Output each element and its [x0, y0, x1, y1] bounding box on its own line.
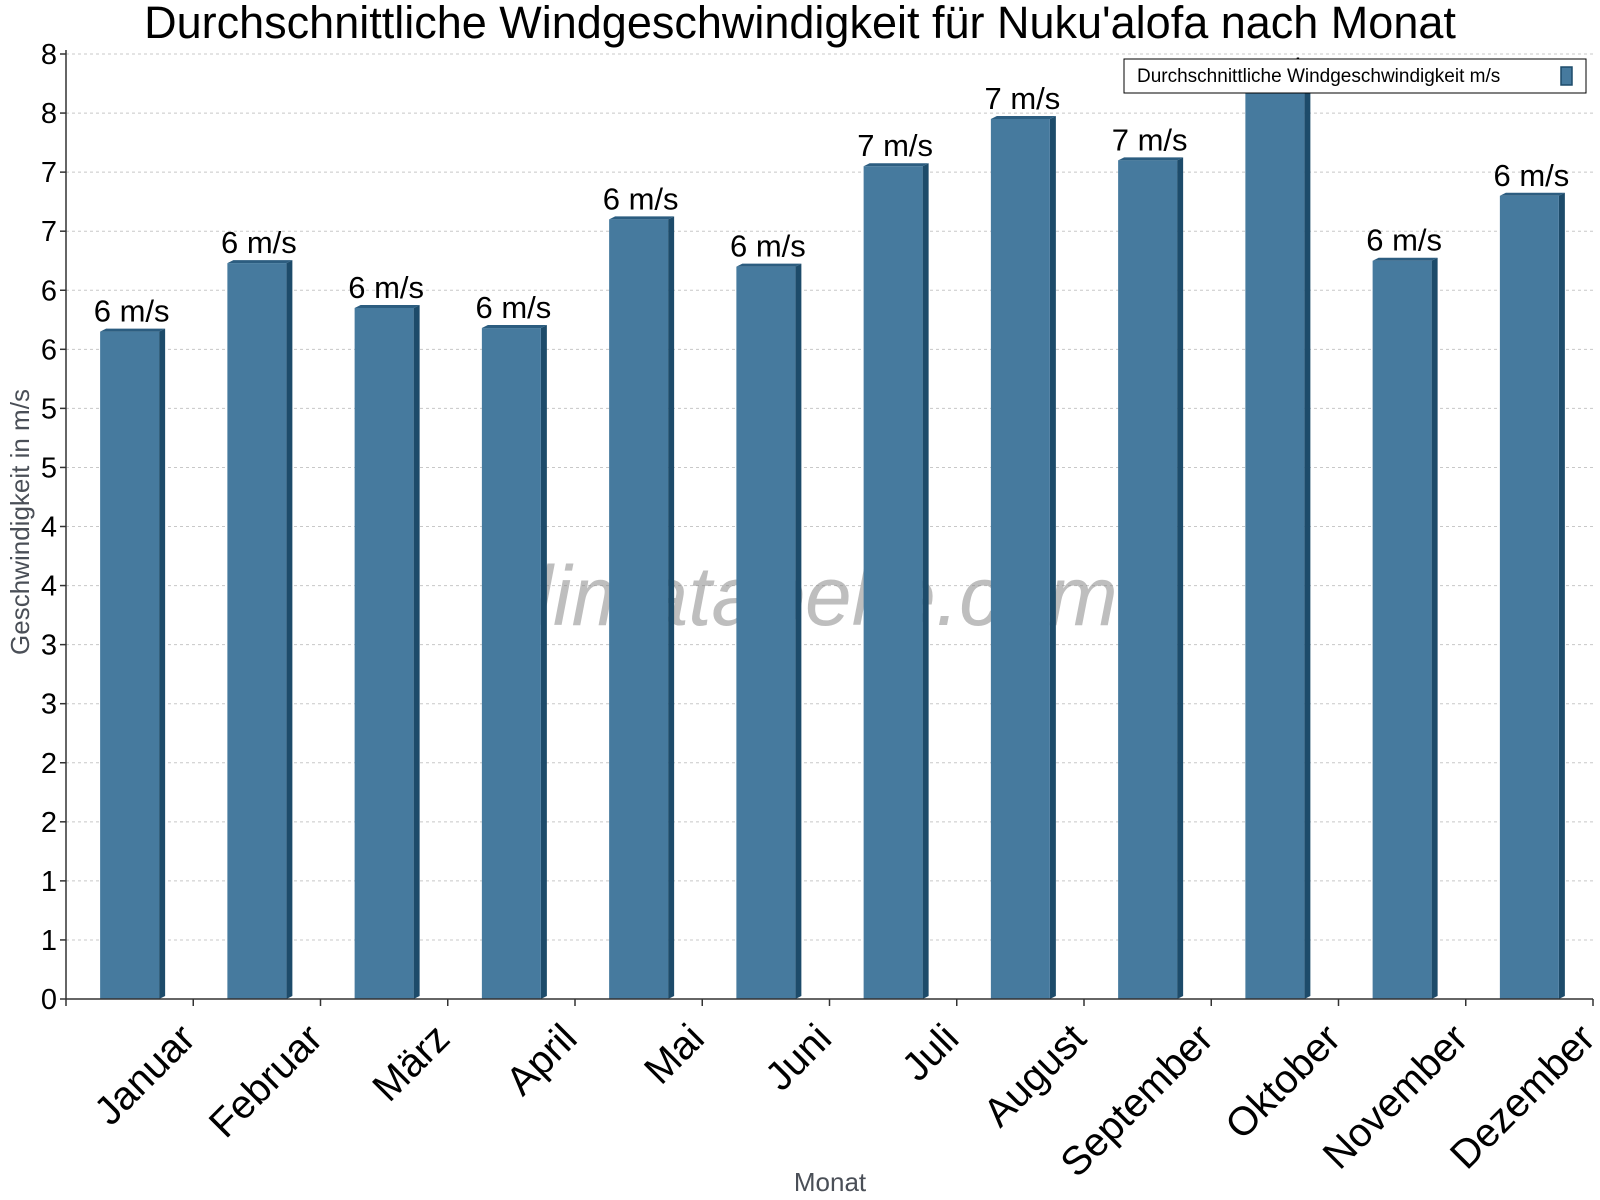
- bar-top: [1372, 257, 1438, 261]
- x-axis-label: Monat: [794, 1167, 867, 1197]
- bar-dezember: [1499, 192, 1565, 999]
- bar-juni: [736, 263, 802, 999]
- x-tick-label: Oktober: [1217, 1016, 1349, 1148]
- data-label: 6 m/s: [475, 290, 551, 325]
- bar-side: [795, 263, 802, 999]
- data-label: 6 m/s: [94, 294, 170, 329]
- x-tick-label: August: [975, 1016, 1094, 1135]
- chart-title: Durchschnittliche Windgeschwindigkeit fü…: [144, 0, 1456, 48]
- data-label: 6 m/s: [730, 229, 806, 264]
- bar-side: [922, 163, 929, 999]
- bar-top: [354, 304, 420, 308]
- bar-top: [1118, 157, 1184, 161]
- y-tick-label: 3: [41, 630, 57, 662]
- bar-face: [1499, 195, 1559, 999]
- y-tick-label: 2: [41, 807, 57, 839]
- bar-face: [609, 219, 669, 999]
- bar-märz: [354, 304, 420, 999]
- x-tick-label: Mai: [636, 1016, 713, 1093]
- y-tick-label: 2: [41, 748, 57, 780]
- bar-oktober: [1245, 86, 1311, 999]
- x-tick-label: April: [498, 1016, 586, 1104]
- y-tick-label: 1: [41, 925, 57, 957]
- x-tick-label: Juli: [894, 1016, 968, 1090]
- bars: [100, 86, 1565, 999]
- x-tick-label: Februar: [201, 1016, 331, 1146]
- y-tick-label: 4: [41, 512, 57, 544]
- bar-face: [481, 328, 541, 999]
- y-tick-label: 6: [41, 334, 57, 366]
- y-tick-label: 5: [41, 393, 57, 425]
- bar-side: [1177, 157, 1184, 999]
- y-tick-label: 4: [41, 571, 57, 603]
- y-tick-label: 8: [41, 98, 57, 130]
- legend-label: Durchschnittliche Windgeschwindigkeit m/…: [1137, 66, 1500, 87]
- data-label: 6 m/s: [221, 225, 297, 260]
- legend: Durchschnittliche Windgeschwindigkeit m/…: [1123, 58, 1587, 94]
- bar-side: [1558, 192, 1565, 999]
- y-tick-label: 8: [41, 39, 57, 71]
- bar-mai: [609, 216, 675, 999]
- data-label: 6 m/s: [1493, 158, 1569, 193]
- bar-face: [1372, 260, 1432, 999]
- y-tick-label: 5: [41, 452, 57, 484]
- y-tick-labels: 0 1 1 2 2 3 3 4 4 5 5 6 6 7 7 8 8: [41, 39, 57, 1016]
- data-label: 7 m/s: [1112, 122, 1188, 157]
- bar-side: [159, 328, 166, 999]
- bar-side: [540, 325, 547, 999]
- bar-september: [1118, 157, 1184, 999]
- bar-face: [863, 166, 923, 999]
- data-labels: 6 m/s 6 m/s 6 m/s 6 m/s 6 m/s 6 m/s 7 m/s 7 m/s…: [94, 51, 1570, 328]
- bar-face: [1245, 89, 1305, 999]
- y-tick-label: 7: [41, 157, 57, 189]
- bar-top: [990, 115, 1056, 119]
- bar-top: [736, 263, 802, 267]
- legend-box: [1123, 58, 1587, 94]
- y-tick-label: 0: [41, 984, 57, 1016]
- bar-august: [990, 115, 1056, 999]
- y-tick-label: 6: [41, 275, 57, 307]
- bar-april: [481, 325, 547, 999]
- bar-face: [100, 331, 160, 999]
- y-tick-label: 3: [41, 689, 57, 721]
- bar-face: [354, 307, 414, 999]
- bar-top: [481, 325, 547, 329]
- bar-side: [286, 260, 293, 999]
- bar-top: [227, 260, 293, 264]
- bar-side: [1304, 86, 1311, 999]
- bar-side: [668, 216, 675, 999]
- bar-top: [1499, 192, 1565, 196]
- gridlines: [66, 53, 1593, 941]
- legend-swatch: [1560, 66, 1573, 86]
- x-tick-label: Juni: [757, 1016, 840, 1099]
- data-label: 6 m/s: [348, 270, 424, 305]
- bar-face: [1118, 160, 1178, 999]
- data-label: 7 m/s: [857, 128, 933, 163]
- data-label: 7 m/s: [984, 81, 1060, 116]
- bar-side: [1431, 257, 1438, 999]
- bar-side: [413, 304, 420, 999]
- bar-top: [100, 328, 166, 332]
- y-axis-label: Geschwindigkeit in m/s: [5, 389, 35, 655]
- bar-face: [227, 263, 287, 999]
- bar-november: [1372, 257, 1438, 999]
- y-tick-label: 7: [41, 216, 57, 248]
- bar-face: [990, 118, 1050, 999]
- data-label: 6 m/s: [603, 181, 679, 216]
- bar-face: [736, 266, 796, 999]
- bar-juli: [863, 163, 929, 999]
- bar-side: [1049, 115, 1056, 999]
- bar-top: [863, 163, 929, 167]
- y-tick-label: 1: [41, 866, 57, 898]
- bar-februar: [227, 260, 293, 999]
- data-label: 6 m/s: [1366, 223, 1442, 258]
- bar-januar: [100, 328, 166, 999]
- x-tick-label: Januar: [86, 1016, 204, 1134]
- bar-top: [609, 216, 675, 220]
- x-tick-label: März: [364, 1016, 458, 1110]
- axes: [60, 50, 1594, 1006]
